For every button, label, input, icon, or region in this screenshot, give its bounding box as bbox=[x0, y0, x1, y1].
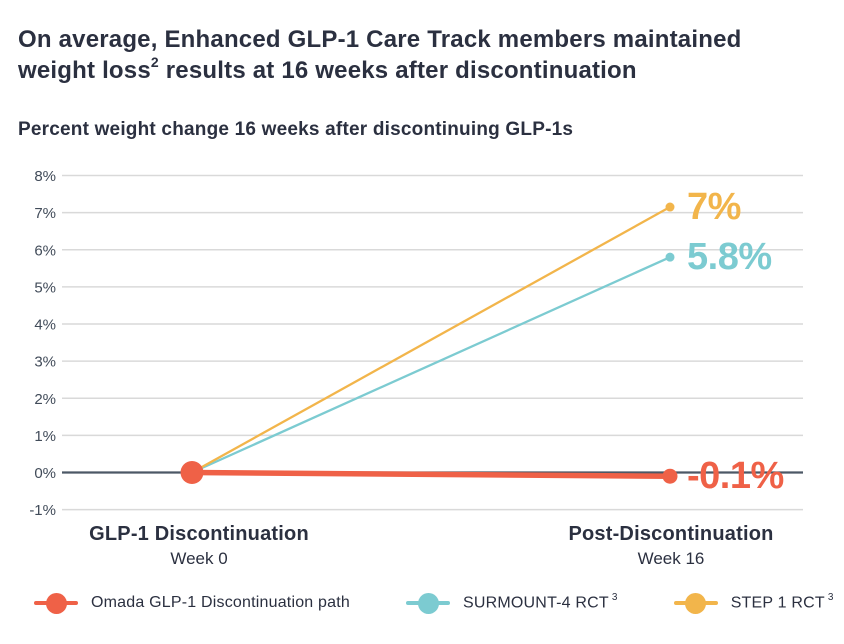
legend-dot-icon bbox=[417, 592, 439, 614]
y-tick-label: 6% bbox=[34, 242, 56, 259]
y-tick-label: 2% bbox=[34, 391, 56, 408]
x-category-label: Post-Discontinuation bbox=[568, 523, 773, 545]
legend-marker-icon bbox=[406, 592, 450, 614]
page-title-line1: On average, Enhanced GLP-1 Care Track me… bbox=[18, 26, 742, 53]
legend-footnote-marker: 3 bbox=[827, 592, 834, 604]
value-label: -0.1% bbox=[687, 455, 784, 497]
legend-footnote-marker: 3 bbox=[611, 592, 618, 604]
y-tick-label: 3% bbox=[34, 354, 56, 371]
y-tick-label: -1% bbox=[29, 502, 56, 519]
page-title: On average, Enhanced GLP-1 Care Track me… bbox=[18, 24, 818, 86]
y-tick-label: 4% bbox=[34, 317, 56, 334]
value-label: 7% bbox=[687, 186, 741, 228]
series-line bbox=[190, 205, 672, 474]
legend-item-omada-glp-1-discontinuation-path: Omada GLP-1 Discontinuation path bbox=[34, 592, 350, 614]
x-category-label: GLP-1 Discontinuation bbox=[89, 523, 309, 545]
legend-item-step-1-rct: STEP 1 RCT 3 bbox=[673, 592, 834, 614]
y-tick-label: 5% bbox=[34, 279, 56, 296]
data-point-end bbox=[662, 468, 678, 484]
legend-marker-icon bbox=[34, 592, 78, 614]
series-line bbox=[190, 256, 672, 474]
legend-label: SURMOUNT-4 RCT 3 bbox=[463, 592, 618, 612]
y-tick-label: 0% bbox=[34, 465, 56, 482]
legend-dot-icon bbox=[685, 592, 707, 614]
legend-marker-icon bbox=[673, 592, 718, 614]
y-tick-label: 8% bbox=[34, 168, 56, 185]
legend-dot-icon bbox=[45, 592, 67, 614]
page-title-line2-rest: results at 16 weeks after discontinuatio… bbox=[158, 57, 637, 84]
chart-legend: Omada GLP-1 Discontinuation path SURMOUNT… bbox=[34, 588, 836, 618]
legend-item-surmount-4-rct: SURMOUNT-4 RCT 3 bbox=[406, 592, 618, 614]
y-tick-label: 1% bbox=[34, 428, 56, 445]
x-category-sublabel: Week 16 bbox=[638, 549, 705, 568]
value-label: 5.8% bbox=[687, 236, 772, 278]
page-title-line2: weight loss bbox=[18, 57, 151, 84]
data-point-end bbox=[665, 252, 675, 262]
legend-label: Omada GLP-1 Discontinuation path bbox=[91, 594, 350, 611]
data-point-start bbox=[180, 461, 204, 484]
title-footnote-marker: 2 bbox=[150, 54, 159, 70]
data-point-end bbox=[665, 202, 675, 212]
chart-title: Percent weight change 16 weeks after dis… bbox=[18, 119, 574, 140]
series-line bbox=[189, 469, 673, 479]
y-tick-label: 7% bbox=[34, 205, 56, 222]
legend-label: STEP 1 RCT 3 bbox=[730, 592, 834, 612]
x-category-sublabel: Week 0 bbox=[170, 549, 227, 568]
